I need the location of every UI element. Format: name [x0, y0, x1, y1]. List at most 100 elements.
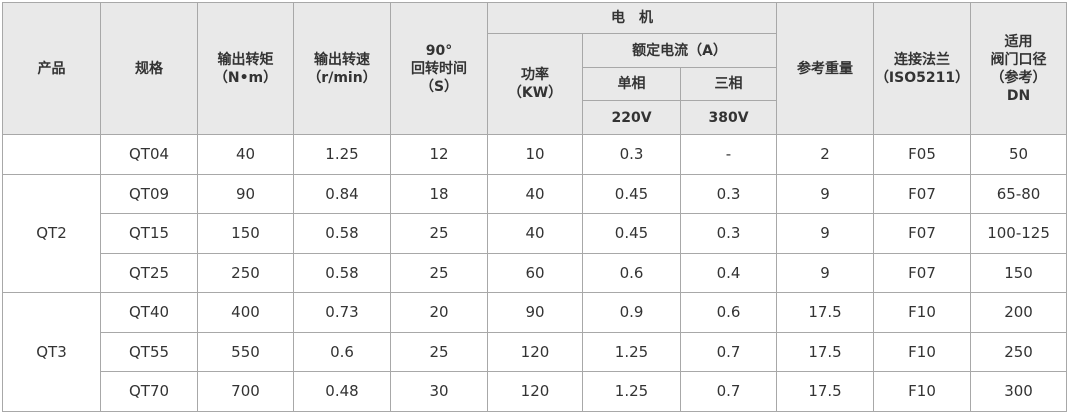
data-cell: 150	[970, 252, 1068, 293]
data-cell: 65-80	[970, 173, 1068, 214]
data-cell: F07	[873, 252, 972, 293]
data-cell: 0.3	[679, 173, 778, 214]
data-cell: 1.25	[582, 371, 681, 412]
data-cell: 550	[197, 331, 294, 372]
data-cell: QT25	[100, 252, 198, 293]
header-line: （ISO5211）	[874, 69, 970, 86]
data-cell: 17.5	[776, 331, 875, 372]
data-cell: 40	[197, 134, 294, 175]
data-cell: 120	[487, 371, 583, 412]
header-cell: 380V	[679, 100, 778, 135]
header-cell: 90° 回转时间 （S）	[390, 2, 488, 135]
data-cell: 40	[487, 213, 583, 254]
header-line: DN	[1006, 87, 1031, 104]
data-cell: 12	[390, 134, 488, 175]
header-line: 90°	[425, 42, 453, 59]
data-cell: 40	[487, 173, 583, 214]
data-cell: QT09	[100, 173, 198, 214]
data-cell: 0.7	[679, 371, 778, 412]
data-cell: -	[679, 134, 778, 175]
data-cell: 90	[487, 292, 583, 333]
data-cell: 1.25	[293, 134, 391, 175]
data-cell: F10	[873, 371, 972, 412]
header-line: 功率	[521, 67, 549, 83]
header-line: （KW）	[507, 85, 563, 101]
header-cell: 输出转矩 （N•m）	[197, 2, 294, 135]
data-cell: QT04	[100, 134, 198, 175]
data-cell: 9	[776, 173, 875, 214]
data-cell: 90	[197, 173, 294, 214]
header-cell: 220V	[582, 100, 681, 135]
data-cell: 700	[197, 371, 294, 412]
data-cell: 0.6	[293, 331, 391, 372]
table-body: QT04 40 1.25 12 10 0.3-2 F05 50 QT2 QT09 90 0.84 18 4…	[2, 134, 1068, 412]
data-cell: 0.3	[679, 213, 778, 254]
product-cell: QT3	[2, 292, 101, 412]
data-cell: QT70	[100, 371, 198, 412]
data-cell: QT55	[100, 331, 198, 372]
data-cell: 0.3	[582, 134, 681, 175]
header-line: 适用	[1004, 33, 1033, 50]
data-cell: 9	[776, 252, 875, 293]
table-row: QT15 150 0.58 25 40 0.45 0.3 9 F07 100-125	[3, 213, 1068, 254]
data-cell: 50	[970, 134, 1068, 175]
header-line: （r/min）	[307, 69, 377, 86]
product-cell: QT2	[2, 173, 101, 293]
data-cell: 0.58	[293, 252, 391, 293]
data-cell: F10	[873, 331, 972, 372]
table-row: QT70 700 0.48 30 120 1.25 0.7 17.5 F10 300	[3, 371, 1068, 412]
table-header: 产品 规格 输出转矩 （N•m） 输出转速 （r/min） 90° 回转时间 （S） 电…	[2, 2, 1068, 135]
data-cell: F07	[873, 213, 972, 254]
data-cell: 0.45	[582, 213, 681, 254]
data-cell: 1.25	[582, 331, 681, 372]
table-row: QT04 40 1.25 12 10 0.3-2 F05 50	[2, 134, 1068, 175]
header-cell: 功率 （KW）	[487, 33, 583, 135]
data-cell: 0.73	[293, 292, 391, 333]
data-cell: 400	[197, 292, 294, 333]
data-cell: 25	[390, 213, 488, 254]
data-cell: 60	[487, 252, 583, 293]
data-cell: 30	[390, 371, 488, 412]
header-line: 阀门口径	[990, 51, 1047, 68]
data-cell: 300	[970, 371, 1068, 412]
data-cell: 0.6	[679, 292, 778, 333]
data-cell: 17.5	[776, 292, 875, 333]
data-cell: F05	[873, 134, 972, 175]
data-cell: 2	[776, 134, 875, 175]
data-cell: 0.6	[582, 252, 681, 293]
table-row: QT25 250 0.58 25 60 0.6 0.4 9 F07 150	[3, 252, 1068, 293]
data-cell: 0.4	[679, 252, 778, 293]
data-cell: 0.9	[582, 292, 681, 333]
product-cell	[2, 134, 101, 175]
data-cell: 150	[197, 213, 294, 254]
data-cell: 10	[487, 134, 583, 175]
header-cell: 产品	[2, 2, 101, 135]
header-cell: 规格	[100, 2, 198, 135]
header-line: （参考）	[990, 69, 1047, 86]
data-cell: 0.84	[293, 173, 391, 214]
table-row: QT3 QT40 400 0.73 20 90 0.9 0.6 17.5 F10 200	[2, 292, 1068, 412]
data-cell: F10	[873, 292, 972, 333]
table-row: QT2 QT09 90 0.84 18 40 0.45 0.3 9 F07 65-80	[2, 173, 1068, 293]
header-line: 回转时间	[411, 60, 467, 77]
data-cell: 200	[970, 292, 1068, 333]
header-cell: 额定电流（A）	[581, 33, 778, 68]
data-cell: 250	[970, 331, 1068, 372]
data-cell: 17.5	[776, 371, 875, 412]
data-cell: 0.58	[293, 213, 391, 254]
data-cell: 250	[197, 252, 294, 293]
data-cell: 20	[390, 292, 488, 333]
header-line: 输出转矩	[217, 51, 274, 68]
data-cell: 0.45	[582, 173, 681, 214]
data-cell: 120	[487, 331, 583, 372]
data-cell: 9	[776, 213, 875, 254]
data-cell: 25	[390, 331, 488, 372]
data-cell: 18	[390, 173, 488, 214]
data-cell: 0.48	[293, 371, 391, 412]
data-cell: QT40	[100, 292, 198, 333]
header-cell: 三相	[679, 67, 778, 101]
header-cell: 适用 阀门口径 （参考） DN	[970, 2, 1068, 135]
data-cell: F07	[873, 173, 972, 214]
